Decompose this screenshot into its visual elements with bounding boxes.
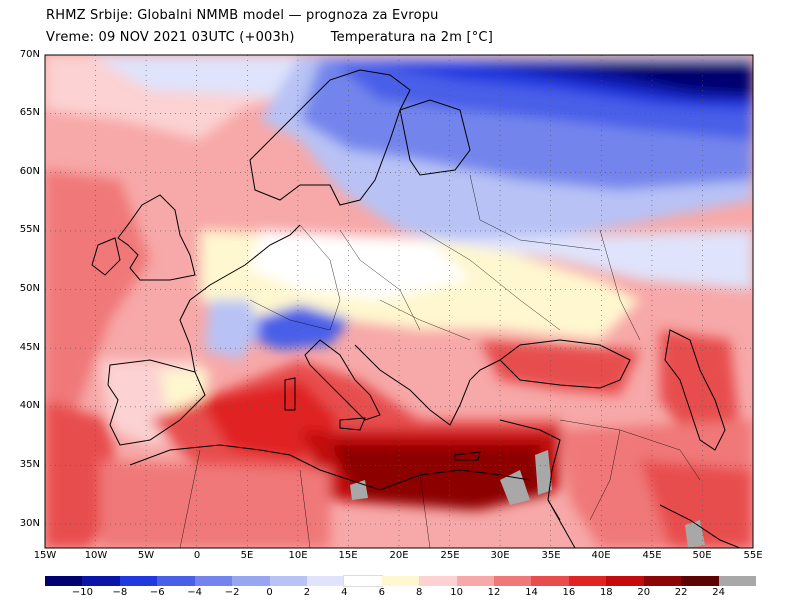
lon-label: 15W [33,550,57,561]
colorbar-label: 24 [712,587,725,598]
colorbar-label: 12 [487,587,501,598]
colorbar-swatch [119,576,158,586]
colorbar-swatch [82,576,121,586]
lon-label: 20E [389,550,409,561]
colorbar-swatch [232,576,270,586]
lon-label: 45E [642,550,662,561]
colorbar-label: 6 [378,587,385,598]
colorbar-swatch [381,576,420,586]
lon-label: 40E [591,550,611,561]
coastlines [91,69,741,548]
grey-patch-levant [535,450,552,495]
lat-label: 45N [19,342,40,353]
colorbar-label: 20 [637,587,651,598]
graticule [45,55,753,548]
map-subtitle: Vreme: 09 NOV 2021 03UTC (+003h) Temperat… [46,30,493,45]
map-frame [44,54,754,549]
colorbar-label: 18 [599,587,613,598]
colorbar-swatch [718,576,757,586]
lon-label: 10E [288,550,308,561]
lat-label: 35N [19,459,40,470]
lon-label: 15E [338,550,358,561]
country-borders [179,174,701,548]
lon-label: 5E [240,550,254,561]
colorbar-label: 16 [562,587,576,598]
colorbar-label: 8 [416,587,423,598]
lon-label: 0 [193,550,201,561]
colorbar-label: 14 [525,587,538,598]
colorbar-swatch [456,576,495,586]
lon-label: 5W [137,550,155,561]
colorbar-swatch [45,576,83,586]
colorbar-swatch [306,576,345,586]
valid-time-label: Vreme: 09 NOV 2021 03UTC (+003h) [46,30,295,45]
variable-label: Temperatura na 2m [°C] [330,30,493,45]
lat-label: 55N [19,224,40,235]
lon-label: 10W [84,550,108,561]
lat-label: 30N [19,518,40,529]
colorbar-label: 10 [450,587,463,598]
colorbar-swatch [606,576,645,586]
lat-label: 65N [19,107,40,118]
colorbar-swatch [157,576,196,586]
colorbar-swatch [531,576,570,586]
colorbar-label: −10 [71,587,93,598]
lon-label: 55E [743,550,763,561]
colorbar-label: 2 [303,587,311,598]
lat-label: 70N [19,49,40,60]
colorbar-label: 22 [674,587,688,598]
map-title: RHMZ Srbije: Globalni NMMB model — progn… [46,8,439,23]
colorbar-label: −2 [224,587,240,598]
colorbar-swatch [419,576,458,586]
lon-label: 50E [692,550,712,561]
colorbar-swatch [643,576,682,586]
lon-label: 30E [490,550,510,561]
lat-label: 40N [19,400,40,411]
lon-label: 25E [440,550,460,561]
colorbar-swatch [194,576,233,586]
lat-label: 60N [19,166,40,177]
colorbar-swatch [494,576,532,586]
colorbar-swatch [269,576,308,586]
colorbar-label: −6 [149,587,165,598]
colorbar-label: −8 [112,587,128,598]
temperature-field [45,55,753,548]
colorbar-swatch [343,575,384,587]
colorbar-label: 0 [266,587,273,598]
lon-label: 35E [541,550,561,561]
colorbar-label: −4 [187,587,203,598]
colorbar-swatch [568,576,607,586]
lat-label: 50N [19,283,40,294]
colorbar-swatch [681,576,720,586]
colorbar-label: 4 [341,587,348,598]
